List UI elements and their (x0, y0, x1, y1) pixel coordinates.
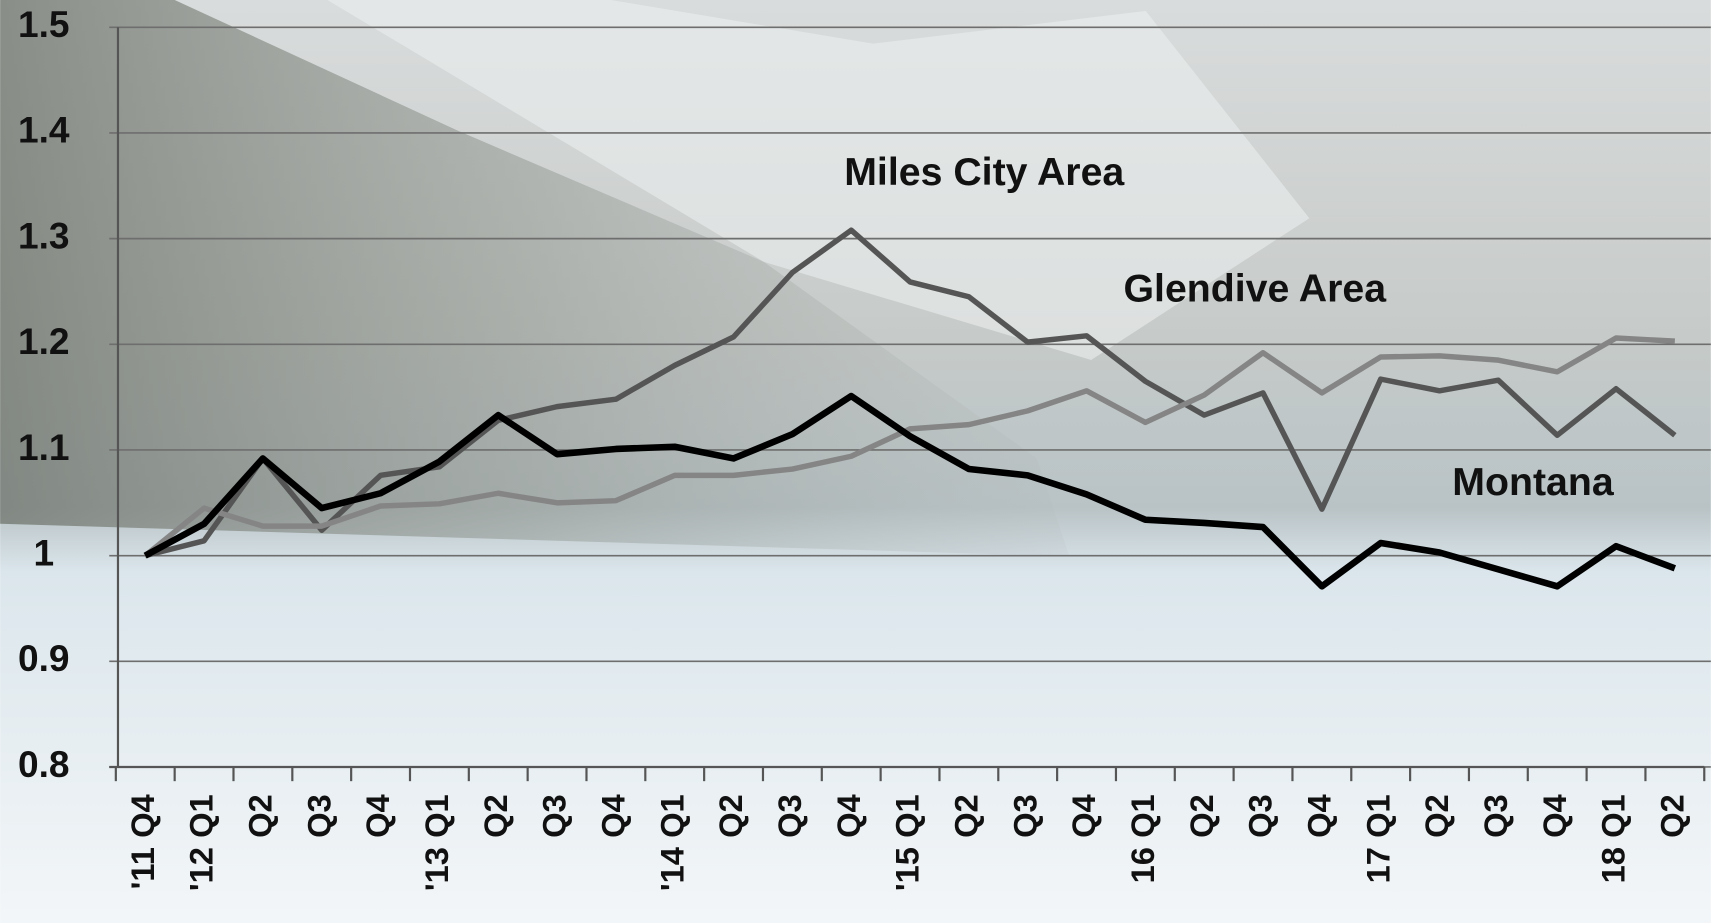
series-label: Glendive Area (1124, 267, 1388, 311)
x-tick-label: Q4 (595, 793, 632, 837)
x-tick-label: Q2 (712, 794, 749, 838)
y-tick-label: 1.3 (18, 214, 70, 256)
x-tick-label: '15 Q1 (889, 794, 926, 891)
x-tick-label: '14 Q1 (653, 794, 690, 891)
series-label: Miles City Area (844, 150, 1125, 194)
x-tick-label: Q3 (536, 794, 573, 838)
x-tick-label: Q3 (1477, 794, 1514, 838)
x-tick-label: 16 Q1 (1124, 794, 1161, 883)
y-tick-label: 1 (33, 531, 54, 573)
series-label: Montana (1452, 460, 1615, 504)
x-tick-label: Q4 (830, 793, 867, 837)
y-tick-label: 0.8 (18, 743, 70, 785)
y-tick-label: 1.1 (18, 426, 70, 468)
chart: 0.8 0.9 1 1.1 1.2 1.3 1.4 1.5 '11 Q4 '12 Q1 Q2 Q3 Q4… (0, 0, 1711, 923)
x-tick-label: Q4 (1301, 793, 1338, 837)
x-tick-label: Q3 (300, 794, 337, 838)
x-tick-label: 18 Q1 (1595, 794, 1632, 883)
y-tick-label: 0.9 (18, 637, 70, 679)
x-tick-label: '12 Q1 (183, 794, 220, 891)
y-tick-label: 1.2 (18, 320, 70, 362)
x-tick-label: '13 Q1 (418, 794, 455, 891)
x-tick-label: '11 Q4 (124, 793, 161, 889)
x-tick-label: 17 Q1 (1359, 794, 1396, 883)
x-tick-label: Q2 (1418, 794, 1455, 838)
y-tick-label: 1.4 (18, 109, 70, 151)
x-tick-label: Q2 (477, 794, 514, 838)
x-tick-label: Q3 (771, 794, 808, 838)
x-tick-label: Q4 (359, 793, 396, 837)
x-tick-label: Q2 (1653, 794, 1690, 838)
x-tick-label: Q4 (1065, 793, 1102, 837)
x-tick-label: Q4 (1536, 793, 1573, 837)
x-tick-label: Q2 (1183, 794, 1220, 838)
y-tick-label: 1.5 (18, 3, 70, 45)
x-tick-label: Q3 (1242, 794, 1279, 838)
x-tick-label: Q3 (1006, 794, 1043, 838)
x-tick-label: Q2 (948, 794, 985, 838)
x-tick-label: Q2 (242, 794, 279, 838)
